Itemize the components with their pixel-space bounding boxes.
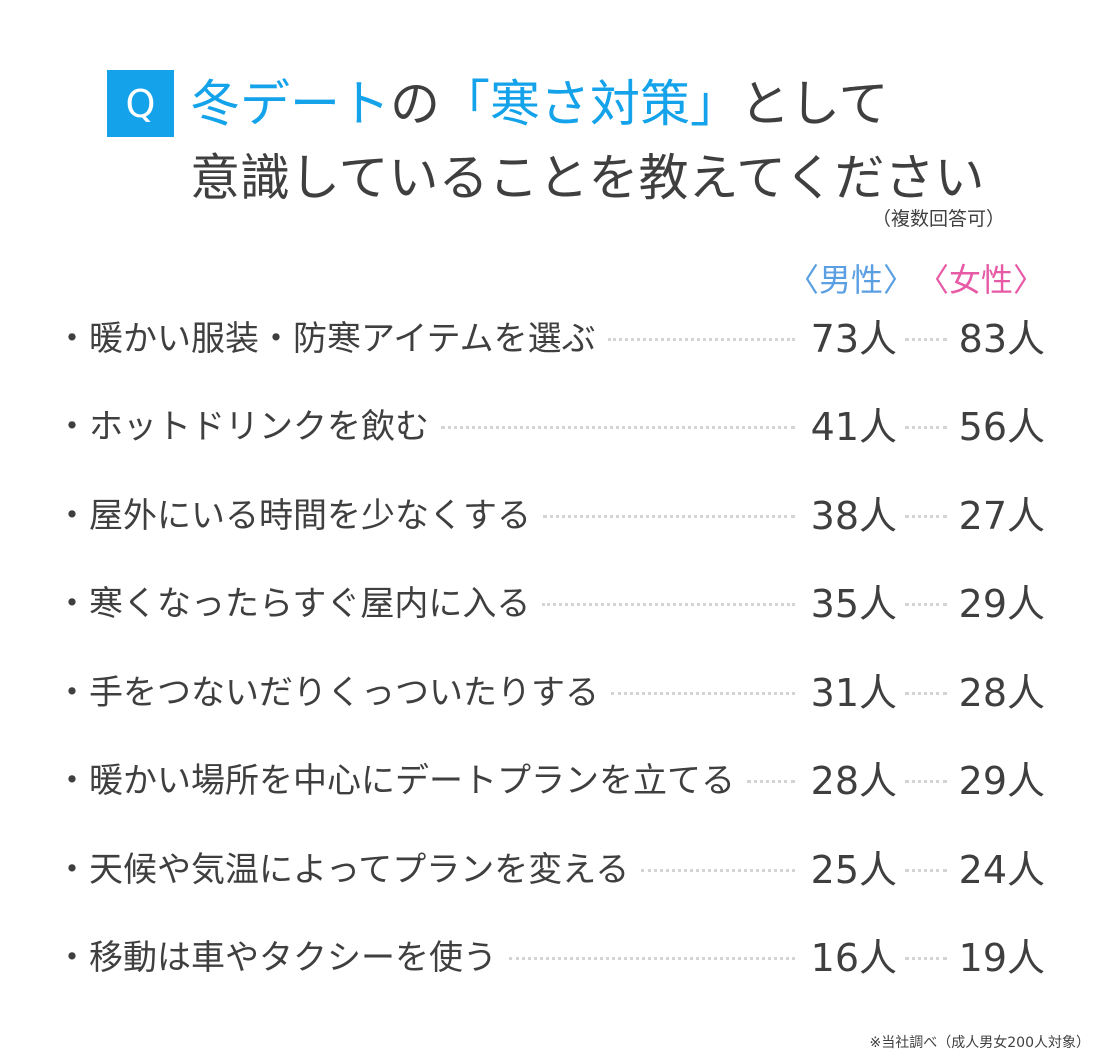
dotted-leader: [747, 780, 795, 783]
title-part: 冬デート: [190, 75, 390, 133]
dotted-leader: [611, 691, 795, 695]
table-row: ・天候や気温によってプランを変える 25人 24人: [55, 836, 1045, 896]
table-row: ・ホットドリンクを飲む 41人 56人: [55, 394, 1045, 454]
male-value: 35人: [810, 582, 897, 626]
row-label: ・手をつないだりくっついたりする: [55, 672, 599, 713]
row-label: ・移動は車やタクシーを使う: [55, 938, 497, 978]
male-value: 73人: [810, 316, 897, 361]
row-label: ・天候や気温によってプランを変える: [55, 849, 630, 890]
q-badge: Q: [107, 70, 174, 137]
row-label: ・寒くなったらすぐ屋内に入る: [55, 584, 531, 624]
male-value: 38人: [810, 493, 897, 538]
dotted-leader: [905, 514, 947, 518]
female-value: 56人: [958, 405, 1045, 449]
dotted-leader: [509, 957, 795, 960]
male-value: 28人: [810, 759, 897, 803]
dotted-leader: [641, 868, 795, 872]
title-part: の: [390, 75, 440, 133]
question-title-line2: 意識していることを教えてください: [190, 149, 985, 207]
female-value: 83人: [958, 316, 1045, 361]
row-label: ・暖かい服装・防寒アイテムを選ぶ: [55, 318, 596, 359]
female-value: 24人: [958, 847, 1045, 892]
table-row: ・暖かい場所を中心にデートプランを立てる 28人 29人: [55, 748, 1045, 808]
table-row: ・移動は車やタクシーを使う 16人 19人: [55, 925, 1045, 985]
table-row: ・手をつないだりくっついたりする 31人 28人: [55, 659, 1045, 719]
female-value: 28人: [958, 670, 1045, 715]
male-value: 16人: [810, 936, 897, 980]
male-value: 25人: [810, 847, 897, 892]
dotted-leader: [543, 514, 795, 518]
female-value: 29人: [958, 759, 1045, 803]
female-value: 19人: [958, 936, 1045, 980]
column-header-female: 〈女性〉: [916, 261, 1045, 299]
dotted-leader: [905, 337, 947, 341]
title-part: 「寒さ対策」: [440, 75, 740, 133]
row-label: ・暖かい場所を中心にデートプランを立てる: [55, 761, 735, 801]
dotted-leader: [542, 603, 795, 606]
table-row: ・寒くなったらすぐ屋内に入る 35人 29人: [55, 571, 1045, 631]
dotted-leader: [607, 337, 795, 341]
female-value: 27人: [958, 493, 1045, 538]
dotted-leader: [441, 426, 795, 429]
table-row: ・屋外にいる時間を少なくする 38人 27人: [55, 482, 1045, 542]
row-label: ・ホットドリンクを飲む: [55, 407, 429, 447]
dotted-leader: [905, 957, 947, 960]
row-label: ・屋外にいる時間を少なくする: [55, 495, 531, 536]
title-part: として: [740, 75, 889, 133]
question-title-line1: 冬デートの「寒さ対策」として: [190, 72, 889, 136]
dotted-leader: [905, 426, 947, 429]
female-value: 29人: [958, 582, 1045, 626]
dotted-leader: [905, 691, 947, 695]
male-value: 31人: [810, 670, 897, 715]
table-row: ・暖かい服装・防寒アイテムを選ぶ 73人 83人: [55, 305, 1045, 365]
multiple-answer-note: （複数回答可）: [871, 208, 1005, 230]
dotted-leader: [905, 780, 947, 783]
male-value: 41人: [810, 405, 897, 449]
dotted-leader: [905, 868, 947, 872]
dotted-leader: [905, 603, 947, 606]
column-header-male: 〈男性〉: [786, 261, 915, 299]
footer-source: ※当社調べ（成人男女200人対象）: [869, 1035, 1090, 1051]
